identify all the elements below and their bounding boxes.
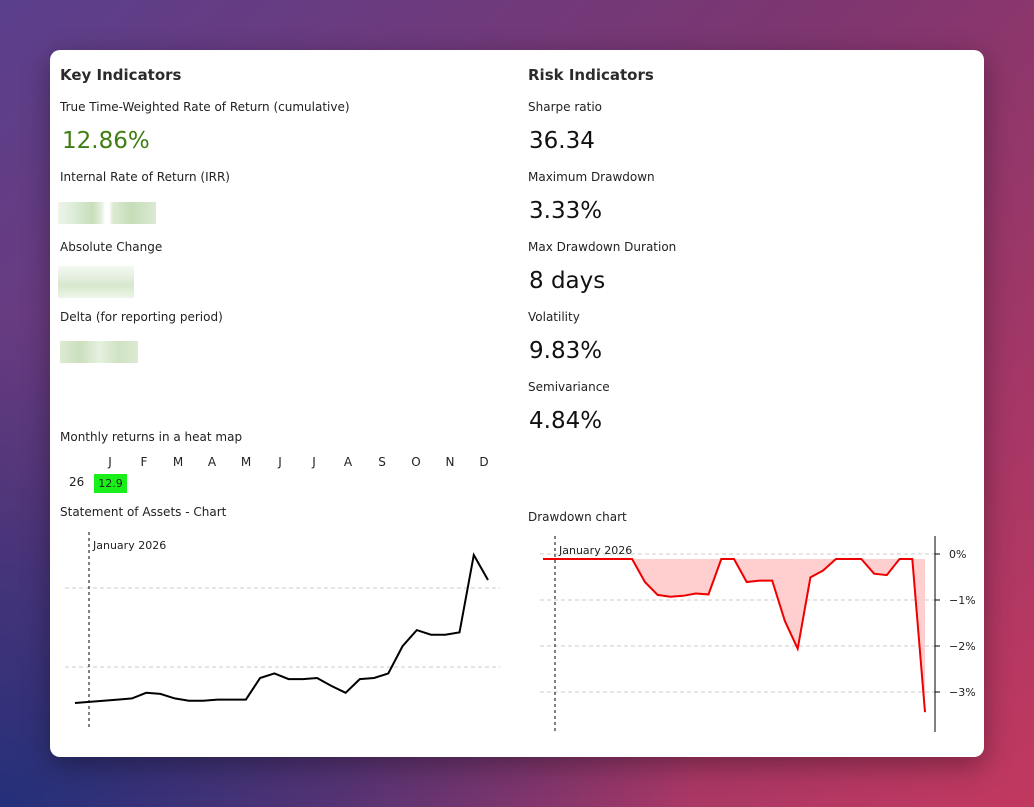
assets-marker-label: January 2026 — [92, 539, 166, 552]
assets-series-line — [74, 552, 489, 704]
twr-label: True Time-Weighted Rate of Return (cumul… — [60, 100, 350, 114]
heatmap-month-6: J — [312, 455, 316, 469]
heatmap-title: Monthly returns in a heat map — [60, 430, 243, 444]
heatmap-cell-jan[interactable]: 12.9 — [94, 474, 127, 493]
irr-value-redacted — [58, 202, 156, 224]
drawdown-chart-title: Drawdown chart — [528, 510, 627, 524]
semivariance-value: 4.84% — [529, 408, 603, 434]
delta-label: Delta (for reporting period) — [60, 310, 223, 324]
semivariance-label: Semivariance — [528, 380, 610, 394]
drawdown-tick-label-3: −3% — [949, 686, 975, 699]
drawdown-area-fill — [543, 559, 925, 713]
heatmap-month-2: M — [172, 455, 184, 469]
heatmap-month-8: S — [378, 455, 386, 469]
max-drawdown-duration-label: Max Drawdown Duration — [528, 240, 677, 254]
heatmap-month-9: O — [411, 455, 421, 469]
heatmap-month-7: A — [343, 455, 353, 469]
max-drawdown-label: Maximum Drawdown — [528, 170, 655, 184]
heatmap-month-3: A — [207, 455, 217, 469]
volatility-label: Volatility — [528, 310, 580, 324]
sharpe-value: 36.34 — [529, 128, 595, 154]
sharpe-label: Sharpe ratio — [528, 100, 602, 114]
twr-value: 12.86% — [62, 128, 150, 154]
assets-chart[interactable]: January 2026 — [60, 528, 500, 730]
max-drawdown-value: 3.33% — [529, 198, 603, 224]
assets-chart-title: Statement of Assets - Chart — [60, 505, 227, 519]
drawdown-tick-label-0: 0% — [949, 548, 966, 561]
drawdown-marker-label: January 2026 — [558, 544, 632, 557]
drawdown-series-line — [543, 558, 926, 713]
absolute-change-redacted — [58, 266, 134, 298]
heatmap-month-0: J — [108, 455, 112, 469]
drawdown-tick-label-1: −1% — [949, 594, 975, 607]
heatmap-month-11: D — [479, 455, 489, 469]
max-drawdown-duration-value: 8 days — [529, 268, 606, 294]
drawdown-chart[interactable]: January 2026 0% −1% −2% −3% — [535, 532, 975, 734]
key-indicators-title: Key Indicators — [60, 66, 182, 84]
risk-indicators-title: Risk Indicators — [528, 66, 654, 84]
absolute-change-label: Absolute Change — [60, 240, 163, 254]
dashboard-card: Key Indicators True Time-Weighted Rate o… — [50, 50, 984, 757]
heatmap-month-5: J — [278, 455, 282, 469]
delta-redacted — [60, 341, 138, 363]
irr-label: Internal Rate of Return (IRR) — [60, 170, 230, 184]
drawdown-tick-label-2: −2% — [949, 640, 975, 653]
heatmap-month-4: M — [240, 455, 252, 469]
heatmap-month-10: N — [445, 455, 455, 469]
volatility-value: 9.83% — [529, 338, 603, 364]
heatmap-year: 26 — [69, 475, 85, 489]
heatmap-month-1: F — [140, 455, 148, 469]
